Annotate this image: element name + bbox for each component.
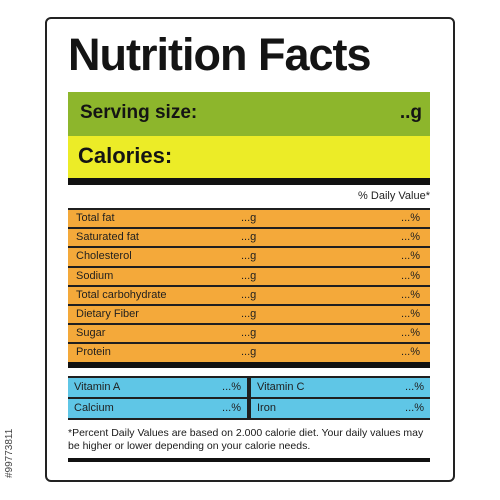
nutrient-row: Total fat ...g ...% <box>68 208 430 230</box>
nutrient-row: Total carbohydrate ...g ...% <box>68 286 430 306</box>
vitamin-name: Calcium <box>74 402 114 414</box>
nutrient-row: Saturated fat ...g ...% <box>68 229 430 249</box>
nutrient-name: Total fat <box>76 212 115 224</box>
nutrient-row: Protein ...g ...% <box>68 344 430 364</box>
vitamin-divider-vertical <box>247 378 251 418</box>
vitamin-cell: Vitamin A ...% <box>68 378 247 397</box>
vitamin-percent: ...% <box>222 402 241 414</box>
nutrient-row: Sodium ...g ...% <box>68 267 430 287</box>
serving-size-value: ..g <box>399 102 422 123</box>
calories-band: Calories: <box>68 136 430 178</box>
calories-label: Calories: <box>78 143 173 168</box>
nutrient-amount: ...g <box>241 288 257 301</box>
nutrient-name: Protein <box>76 346 111 359</box>
vitamin-percent: ...% <box>405 402 424 414</box>
vitamin-percent: ...% <box>405 381 424 393</box>
nutrient-amount: ...g <box>241 327 257 340</box>
vitamin-name: Vitamin A <box>74 381 121 393</box>
vitamin-name: Vitamin C <box>257 381 305 393</box>
nutrient-percent: ...% <box>401 327 420 340</box>
vitamin-table: Vitamin A ...% Vitamin C ...% Calcium ..… <box>68 376 430 420</box>
nutrient-amount: ...g <box>241 212 257 224</box>
vitamin-percent: ...% <box>222 381 241 393</box>
nutrient-amount: ...g <box>241 250 257 263</box>
divider-thick-top <box>68 178 430 185</box>
vitamin-cell: Calcium ...% <box>68 399 247 418</box>
nutrient-amount: ...g <box>241 231 257 244</box>
daily-value-header: % Daily Value* <box>358 190 430 202</box>
nutrient-percent: ...% <box>401 250 420 263</box>
serving-size-band: Serving size: ..g <box>68 92 430 136</box>
nutrient-name: Sodium <box>76 269 114 282</box>
nutrient-row: Sugar ...g ...% <box>68 325 430 345</box>
nutrient-percent: ...% <box>401 269 420 282</box>
divider-thick-bottom <box>68 458 430 462</box>
nutrient-percent: ...% <box>401 212 420 224</box>
nutrient-amount: ...g <box>241 269 257 282</box>
nutrient-name: Cholesterol <box>76 250 132 263</box>
nutrient-percent: ...% <box>401 346 420 359</box>
nutrient-row: Cholesterol ...g ...% <box>68 248 430 268</box>
nutrient-percent: ...% <box>401 231 420 244</box>
nutrient-table: Total fat ...g ...% Saturated fat ...g .… <box>68 208 430 364</box>
nutrient-percent: ...% <box>401 307 420 320</box>
label-title: Nutrition Facts <box>68 29 372 80</box>
nutrient-name: Total carbohydrate <box>76 288 167 301</box>
nutrient-name: Sugar <box>76 327 106 340</box>
vitamin-cell: Iron ...% <box>251 399 430 418</box>
footnote-text: *Percent Daily Values are based on 2.000… <box>68 427 424 452</box>
nutrient-name: Saturated fat <box>76 231 139 244</box>
divider-thick-middle <box>68 362 430 368</box>
vitamin-name: Iron <box>257 402 276 414</box>
serving-size-label: Serving size: <box>80 102 198 123</box>
vitamin-cell: Vitamin C ...% <box>251 378 430 397</box>
nutrient-row: Dietary Fiber ...g ...% <box>68 305 430 326</box>
nutrient-amount: ...g <box>241 307 257 320</box>
stock-id-text: #99773811 <box>4 428 15 478</box>
nutrient-amount: ...g <box>241 346 257 359</box>
nutrient-name: Dietary Fiber <box>76 307 139 320</box>
nutrient-percent: ...% <box>401 288 420 301</box>
